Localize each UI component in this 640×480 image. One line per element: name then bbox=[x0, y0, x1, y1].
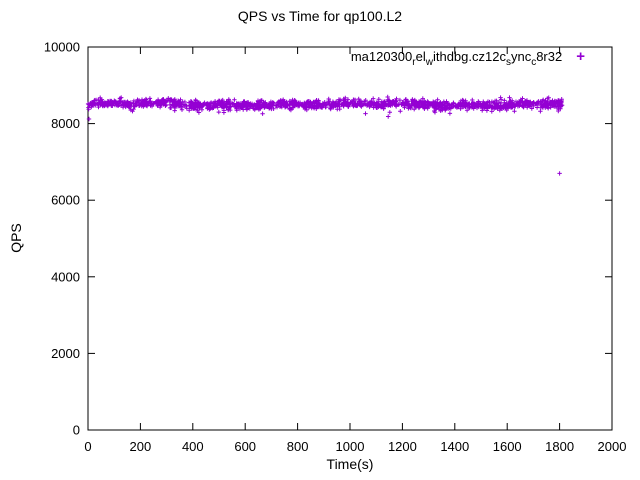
axis-tick-labels: 0 200 400 600 800 1000 1200 1400 1600 1800 2000 0 20… bbox=[44, 40, 627, 455]
legend-text-segment: r bbox=[412, 57, 416, 68]
y-tick-label: 0 bbox=[73, 423, 80, 438]
chart-title: QPS vs Time for qp100.L2 bbox=[237, 8, 403, 24]
x-tick-label: 200 bbox=[130, 439, 152, 454]
y-tick-label: 6000 bbox=[51, 193, 80, 208]
scatter-points bbox=[85, 94, 565, 176]
x-axis-label: Time(s) bbox=[326, 456, 374, 472]
x-tick-label: 2000 bbox=[598, 439, 627, 454]
x-tick-label: 1400 bbox=[440, 439, 469, 454]
legend-text-segment: ma120300 bbox=[350, 49, 413, 64]
legend-plus-marker-icon: + bbox=[576, 48, 585, 65]
legend-series-label: ma120300relwithdbg.cz12csyncc8r32 bbox=[350, 49, 563, 68]
x-tick-label: 0 bbox=[84, 439, 91, 454]
y-tick-label: 10000 bbox=[44, 40, 80, 55]
x-tick-label: 1200 bbox=[388, 439, 417, 454]
x-tick-label: 400 bbox=[182, 439, 204, 454]
legend-text-segment: 8r32 bbox=[536, 49, 563, 64]
x-tick-label: 800 bbox=[287, 439, 309, 454]
legend-text-segment: el bbox=[415, 49, 426, 64]
y-tick-label: 8000 bbox=[51, 116, 80, 131]
axis-ticks bbox=[87, 46, 613, 431]
x-tick-label: 600 bbox=[234, 439, 256, 454]
legend-entry: ma120300relwithdbg.cz12csyncc8r32 + bbox=[350, 48, 585, 68]
y-tick-label: 4000 bbox=[51, 269, 80, 284]
legend-text-segment: s bbox=[505, 57, 511, 68]
y-axis-label: QPS bbox=[8, 223, 24, 253]
legend-text-segment: w bbox=[425, 57, 433, 68]
x-tick-label: 1800 bbox=[545, 439, 574, 454]
legend-text-segment: c bbox=[531, 57, 537, 68]
y-tick-label: 2000 bbox=[51, 346, 80, 361]
x-tick-label: 1600 bbox=[493, 439, 522, 454]
x-tick-label: 1000 bbox=[336, 439, 365, 454]
legend-text-segment: ync bbox=[510, 49, 532, 64]
legend-text-segment: ithdbg.cz12c bbox=[432, 49, 506, 64]
